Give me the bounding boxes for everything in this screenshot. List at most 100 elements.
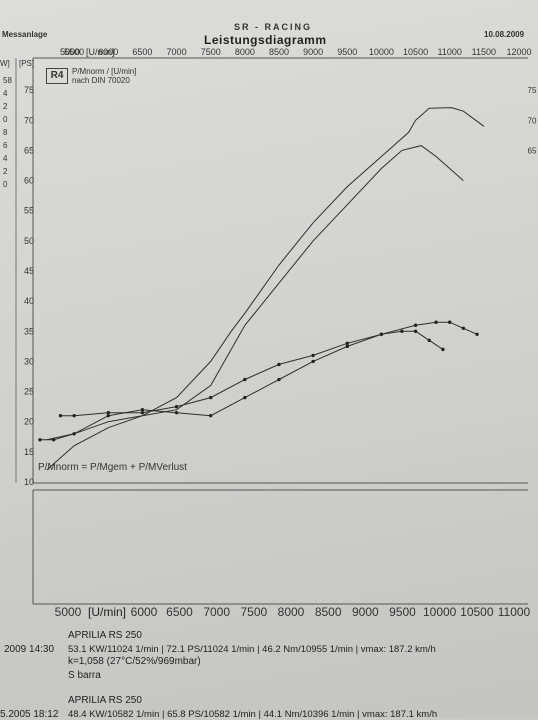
series-3-point xyxy=(277,362,281,367)
series-line-3 xyxy=(60,321,478,417)
run2-model: APRILIA RS 250 xyxy=(68,695,142,706)
y-tick-label: 45 xyxy=(24,266,34,276)
y-tick-label: 40 xyxy=(24,296,34,306)
series-3-point xyxy=(475,332,479,336)
y-tick-partial-label: 6 xyxy=(3,141,8,150)
run2-date: 5.2005 18:12 xyxy=(0,709,59,720)
header-left: Messanlage xyxy=(2,30,48,39)
y-tick-label: 10 xyxy=(24,477,34,487)
series-4-point xyxy=(427,338,431,343)
x-tick-bottom-label: 8000 xyxy=(278,605,305,619)
x-tick-top-label: 5000 xyxy=(60,47,80,57)
series-line-2 xyxy=(46,145,464,441)
x-tick-bottom-label: 6500 xyxy=(166,605,193,619)
series-line-1 xyxy=(46,107,485,471)
run1-date: 2009 14:30 xyxy=(4,644,55,655)
series-4-point xyxy=(209,413,213,418)
run1-conditions: k=1,058 (27°C/52%/969mbar) xyxy=(68,656,201,667)
series-4-point xyxy=(311,359,315,364)
y-tick-label: 70 xyxy=(24,115,34,125)
x-tick-top-label: 10000 xyxy=(369,47,394,57)
x-tick-top-label: 9500 xyxy=(337,47,357,57)
x-tick-top-label: 11500 xyxy=(472,47,496,57)
series-4-point xyxy=(441,347,445,352)
x-tick-top-label: 9000 xyxy=(303,47,323,57)
series-4-point xyxy=(106,413,110,418)
series-3-point xyxy=(434,320,438,324)
x-tick-top-label: 7000 xyxy=(167,47,187,57)
x-tick-top-label: 12000 xyxy=(506,47,531,57)
y-tick-label: 30 xyxy=(24,356,34,366)
series-4-point xyxy=(38,438,42,442)
x-tick-top-label: 7500 xyxy=(201,47,221,57)
y-tick-label: 75 xyxy=(24,85,34,95)
series-3-point xyxy=(311,353,315,358)
x-tick-top-label: 8500 xyxy=(269,47,289,57)
series-3-point xyxy=(413,323,418,327)
series-3-point xyxy=(72,413,76,418)
series-4-point xyxy=(400,329,404,333)
x-tick-bottom-label: 10000 xyxy=(423,605,457,619)
series-4-point xyxy=(243,395,247,400)
series-4-point xyxy=(413,329,418,333)
series-line-4 xyxy=(40,330,444,441)
x-tick-bottom-label: 9000 xyxy=(352,605,379,619)
x-tick-bottom-label: 7500 xyxy=(240,605,267,619)
series-4-point xyxy=(140,407,145,412)
y-tick-partial-label: 0 xyxy=(3,115,8,124)
series-3-point xyxy=(448,320,452,324)
x-tick-bottom-label: 11000 xyxy=(498,605,531,619)
header-brand: SR - RACING xyxy=(234,22,312,32)
legend-line-1: P/Mnorm / [U/min] xyxy=(72,67,136,76)
series-3-point xyxy=(174,404,179,409)
y-tick-label: 25 xyxy=(24,387,34,397)
y-tick-right-label: 70 xyxy=(528,116,537,125)
series-3-point xyxy=(106,410,110,415)
series-4-point xyxy=(51,438,56,442)
r4-logo: R4 xyxy=(46,68,68,84)
y-tick-right-label: 65 xyxy=(528,146,537,155)
y-tick-right-label: 75 xyxy=(528,86,537,95)
series-3-point xyxy=(209,395,213,400)
series-4-point xyxy=(379,332,384,336)
y-tick-label: 65 xyxy=(24,145,34,155)
x-tick-top-label: 8000 xyxy=(235,47,255,57)
y-tick-partial-label: 4 xyxy=(3,154,8,163)
x-tick-bottom-label: 6000 xyxy=(131,605,158,619)
y-ticks-right: 75 70 65 xyxy=(528,86,537,155)
y-ticks-left-partial: 58 4 2 0 8 6 4 2 0 xyxy=(3,76,12,189)
legend-line-2: nach DIN 70020 xyxy=(72,76,130,85)
x-tick-bottom-label: 9500 xyxy=(389,605,416,619)
header-date: 10.08.2009 xyxy=(484,30,525,39)
x-tick-top-label: 5500 xyxy=(64,47,84,57)
x-unit-bottom: [U/min] xyxy=(88,605,126,619)
run1-values: 53.1 KW/11024 1/min | 72.1 PS/11024 1/mi… xyxy=(68,644,436,655)
series-3-point xyxy=(461,326,466,330)
series-4-point xyxy=(345,344,349,349)
series-3-point xyxy=(345,341,349,346)
y-unit-kw: W] xyxy=(0,59,10,68)
y-tick-label: 60 xyxy=(24,176,34,186)
series-4-point xyxy=(277,377,281,382)
series-3-point xyxy=(243,377,247,382)
series-layer xyxy=(38,107,485,471)
y-unit-ps: [PS] xyxy=(19,59,34,68)
series-3-point xyxy=(140,410,145,415)
x-tick-top-label: 10500 xyxy=(403,47,428,57)
y-tick-partial-label: 8 xyxy=(3,128,8,137)
plot-frame xyxy=(15,57,528,605)
series-3-point xyxy=(58,413,63,418)
x-tick-bottom-label: 7000 xyxy=(203,605,230,619)
y-tick-partial-label: 58 xyxy=(3,76,12,85)
y-tick-label: 55 xyxy=(24,206,34,216)
x-tick-top-label: 11000 xyxy=(438,47,462,57)
y-ticks-left: 10 15 20 25 30 35 40 45 50 55 60 65 70 75 xyxy=(24,85,34,487)
y-tick-partial-label: 4 xyxy=(3,89,8,98)
x-tick-bottom-label: 5000 xyxy=(55,605,82,619)
y-tick-label: 50 xyxy=(24,236,34,246)
run2-values: 48.4 KW/10582 1/min | 65.8 PS/10582 1/mi… xyxy=(68,709,438,720)
x-tick-top-label: 6500 xyxy=(132,47,152,57)
series-4-point xyxy=(72,432,76,436)
